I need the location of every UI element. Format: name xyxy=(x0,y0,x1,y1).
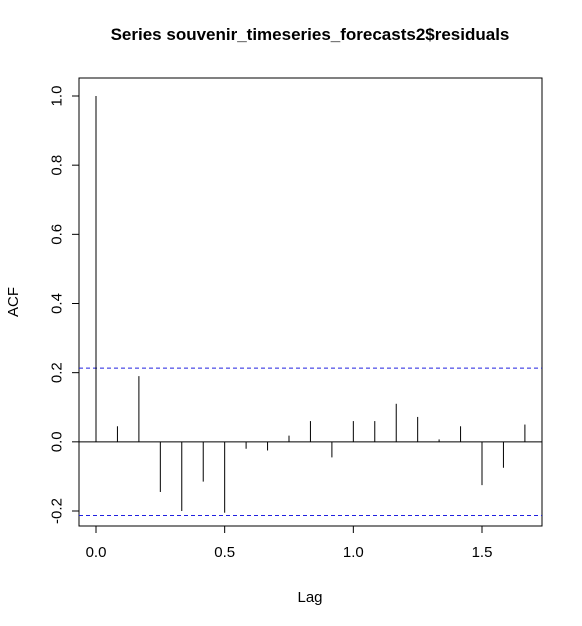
x-tick-label: 0.5 xyxy=(214,544,235,561)
y-axis-label: ACF xyxy=(5,287,22,317)
x-tick-label: 0.0 xyxy=(86,544,107,561)
y-tick-label: 0.0 xyxy=(49,431,66,452)
y-tick-label: -0.2 xyxy=(49,498,66,524)
x-tick-label: 1.0 xyxy=(343,544,364,561)
x-axis-label: Lag xyxy=(297,589,322,606)
chart-title: Series souvenir_timeseries_forecasts2$re… xyxy=(111,25,510,44)
plot-frame xyxy=(78,77,543,527)
y-tick-label: 0.6 xyxy=(49,224,66,245)
y-tick-label: 0.8 xyxy=(49,155,66,176)
y-tick-label: 1.0 xyxy=(49,86,66,107)
acf-bars xyxy=(79,96,542,516)
x-axis: 0.0 0.5 1.0 1.5 xyxy=(86,525,493,561)
x-tick-label: 1.5 xyxy=(472,544,493,561)
y-axis: -0.2 0.0 0.2 0.4 0.6 0.8 1.0 xyxy=(49,86,80,524)
y-tick-label: 0.2 xyxy=(49,362,66,383)
y-tick-label: 0.4 xyxy=(49,293,66,314)
